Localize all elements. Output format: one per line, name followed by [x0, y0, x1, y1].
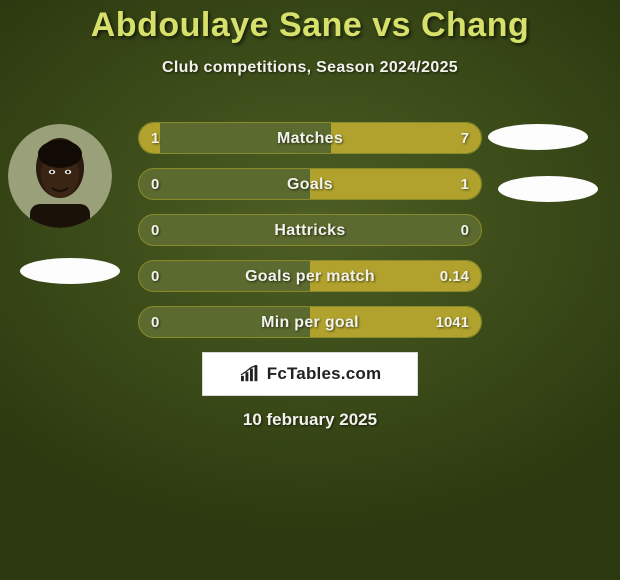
content: Abdoulaye Sane vs Chang Club competition… — [0, 0, 620, 580]
logo-suffix: Tables.com — [287, 364, 381, 383]
stat-label: Goals per match — [139, 261, 481, 292]
stat-label: Matches — [139, 123, 481, 154]
stat-label: Hattricks — [139, 215, 481, 246]
logo-text: FcTables.com — [267, 364, 382, 384]
player-left-name-pill — [20, 258, 120, 284]
logo: FcTables.com — [202, 352, 418, 396]
stat-row: 01041Min per goal — [138, 306, 482, 338]
stat-row: 17Matches — [138, 122, 482, 154]
page-title: Abdoulaye Sane vs Chang — [0, 6, 620, 45]
comparison-bars: 17Matches 01Goals 00Hattricks 00.14Goals pe… — [138, 122, 482, 352]
page-subtitle: Club competitions, Season 2024/2025 — [0, 59, 620, 77]
player-right-avatar-pill — [488, 124, 588, 150]
bars-chart-icon — [239, 365, 261, 383]
player-right-name-pill — [498, 176, 598, 202]
avatar-illustration — [8, 124, 112, 228]
stat-row: 00Hattricks — [138, 214, 482, 246]
stat-label: Goals — [139, 169, 481, 200]
player-left-avatar — [8, 124, 112, 228]
stat-row: 01Goals — [138, 168, 482, 200]
footer-date: 10 february 2025 — [0, 410, 620, 430]
stat-label: Min per goal — [139, 307, 481, 338]
logo-prefix: Fc — [267, 364, 287, 383]
stat-row: 00.14Goals per match — [138, 260, 482, 292]
